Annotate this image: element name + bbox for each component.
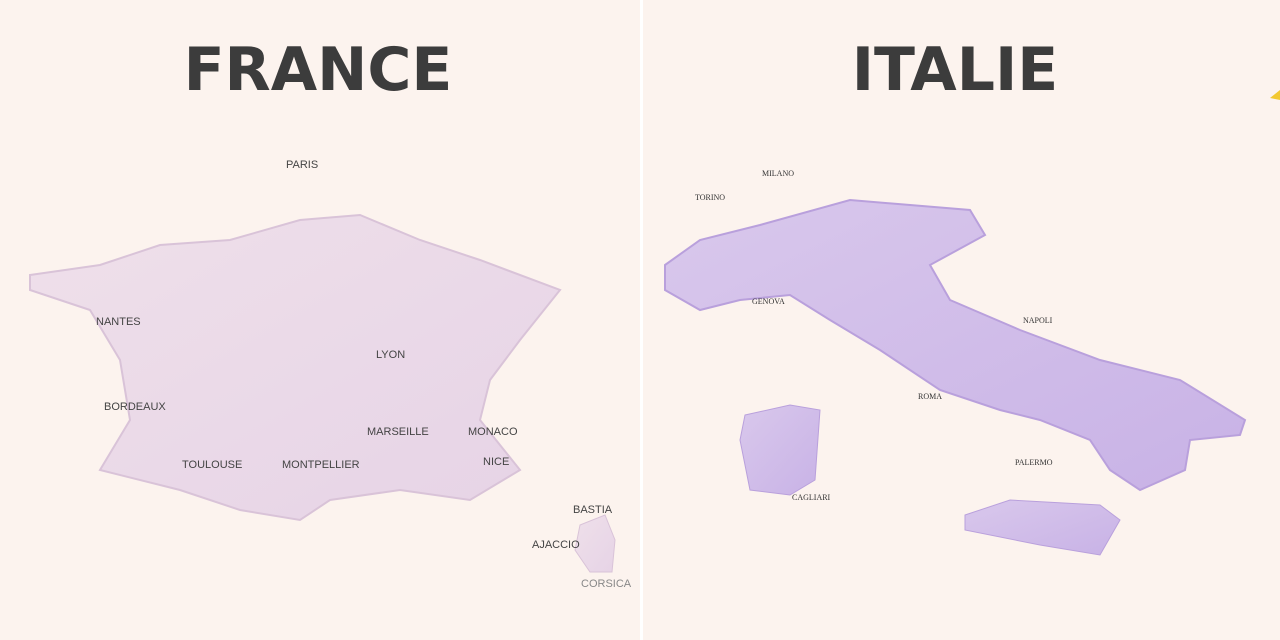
city-label: BASTIA [573, 504, 613, 516]
city-label: GENOVA [752, 297, 785, 306]
panel-title: FRANCE [184, 35, 453, 105]
france-shape [29, 213, 562, 522]
corner-mark [1270, 90, 1280, 100]
region-label: CORSICA [581, 578, 632, 590]
panel-title: ITALIE [852, 35, 1059, 105]
sicily-shape [964, 499, 1121, 556]
city-label: MONTPELLIER [282, 459, 360, 471]
city-label: MARSEILLE [367, 426, 429, 438]
france-map [29, 156, 616, 573]
city-label: PALERMO [1015, 458, 1053, 467]
city-label: NICE [483, 456, 509, 468]
city-label: NAPOLI [1023, 316, 1053, 325]
city-label: NANTES [96, 316, 141, 328]
city-label: TOULOUSE [182, 459, 242, 471]
italy-shape [664, 198, 1247, 492]
city-label: PARIS [286, 159, 318, 171]
city-label: ROMA [918, 392, 942, 401]
sardinia-shape [739, 404, 821, 496]
city-label: MILANO [762, 169, 794, 178]
italy-map [664, 153, 1247, 556]
city-label: AJACCIO [532, 539, 580, 551]
spikes [163, 156, 514, 492]
city-label: TORINO [695, 193, 725, 202]
city-label: CAGLIARI [792, 493, 831, 502]
spikes [706, 153, 1162, 527]
city-label: MONACO [468, 426, 518, 438]
divider [640, 0, 643, 640]
corsica-shape [574, 514, 616, 573]
city-label: BORDEAUX [104, 401, 166, 413]
city-label: LYON [376, 349, 405, 361]
